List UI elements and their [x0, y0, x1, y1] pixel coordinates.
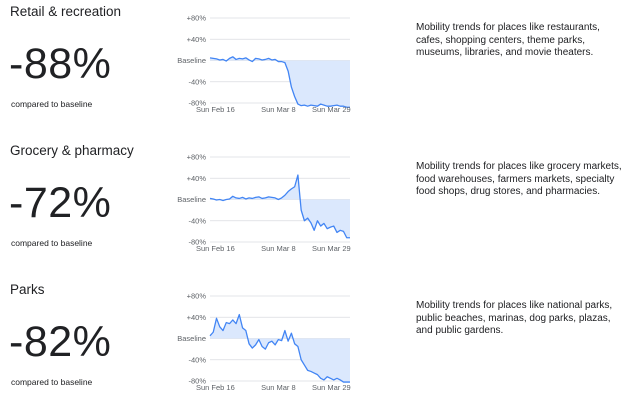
- trend-chart: +80% +40% Baseline -40% -80%Sun Feb 16 Sun Ma…: [177, 153, 351, 254]
- y-tick-label: Baseline: [177, 56, 206, 65]
- y-tick-label: Baseline: [177, 195, 206, 204]
- x-tick-label: Sun Feb 16: [196, 244, 235, 253]
- compared-label: compared to baseline: [11, 238, 93, 248]
- section-description: Mobility trends for places like national…: [416, 300, 613, 336]
- y-tick-label: Baseline: [177, 334, 206, 343]
- section-title: Parks: [10, 282, 45, 297]
- grocery-pharmacy-section: Grocery & pharmacy -72% compared to base…: [0, 139, 632, 276]
- series-line: [209, 174, 350, 239]
- section-description: Mobility trends for places like restaura…: [416, 22, 600, 58]
- percent-change: -88%: [9, 40, 112, 88]
- y-tick-label: -40%: [188, 216, 206, 225]
- y-tick-label: +80%: [187, 292, 207, 301]
- x-tick-label: Sun Mar 8: [261, 383, 296, 392]
- section-title: Grocery & pharmacy: [10, 143, 134, 158]
- percent-change: -82%: [9, 318, 112, 366]
- section-title: Retail & recreation: [10, 4, 122, 19]
- x-tick-label: Sun Mar 29: [312, 244, 351, 253]
- y-tick-label: +40%: [187, 313, 207, 322]
- y-tick-label: -40%: [188, 77, 206, 86]
- x-tick-label: Sun Feb 16: [196, 105, 235, 114]
- percent-change: -72%: [9, 179, 112, 227]
- series-area: [210, 56, 350, 108]
- compared-label: compared to baseline: [11, 99, 93, 109]
- series-line: [209, 313, 350, 383]
- x-tick-label: Sun Mar 29: [312, 383, 351, 392]
- x-tick-label: Sun Mar 8: [261, 105, 296, 114]
- y-tick-label: +40%: [187, 35, 207, 44]
- x-tick-label: Sun Mar 29: [312, 105, 351, 114]
- y-tick-label: -40%: [188, 355, 206, 364]
- y-tick-label: -80%: [188, 99, 206, 108]
- parks-section: Parks -82% compared to baseline +80% +40%…: [0, 278, 632, 415]
- compared-label: compared to baseline: [11, 377, 93, 387]
- series-line: [209, 56, 350, 108]
- section-description: Mobility trends for places like grocery …: [416, 161, 622, 197]
- x-tick-label: Sun Feb 16: [196, 383, 235, 392]
- series-area: [210, 314, 350, 383]
- trend-chart: +80% +40% Baseline -40% -80%Sun Feb 16 Sun Ma…: [177, 292, 351, 393]
- x-tick-label: Sun Mar 8: [261, 244, 296, 253]
- y-tick-label: -80%: [188, 238, 206, 247]
- y-tick-label: +80%: [187, 14, 207, 23]
- retail-recreation-section: Retail & recreation -88% compared to bas…: [0, 0, 632, 137]
- y-tick-label: +40%: [187, 174, 207, 183]
- y-tick-label: -80%: [188, 377, 206, 386]
- trend-chart: +80% +40% Baseline -40% -80%Sun Feb 16 Sun Ma…: [177, 14, 351, 115]
- y-tick-label: +80%: [187, 153, 207, 162]
- series-area: [210, 175, 350, 238]
